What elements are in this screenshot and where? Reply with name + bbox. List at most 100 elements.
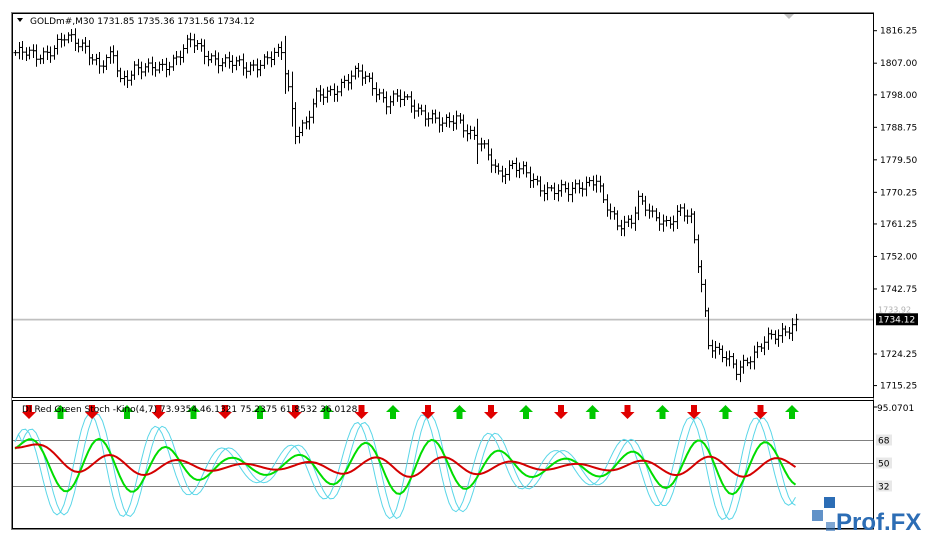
shift-end-marker-icon[interactable] [784,14,794,19]
price-tick-label: 1752.00 [880,252,917,262]
down-arrow-icon [421,405,435,419]
price-bar [146,58,151,73]
price-bar [664,215,669,227]
down-arrow-icon [620,405,635,419]
price-bar [314,87,319,108]
price-bar [244,62,249,79]
price-bar [426,112,431,127]
up-arrow-icon [120,405,134,419]
up-arrow-icon [53,405,68,419]
price-bar [279,41,284,60]
price-bar [209,53,214,63]
price-bar [167,61,172,76]
indicator-lines [14,413,797,521]
price-axis: 1816.25 1807.00 1798.00 1788.75 1779.50 1770.… [873,27,917,392]
price-bar [174,51,179,66]
price-bar [41,47,46,64]
up-arrow-icon [386,405,400,419]
price-bar [594,174,599,193]
price-bar [356,63,361,78]
price-bar [587,177,592,187]
current-price-label: 1734.12 [878,315,915,325]
up-arrow-icon [253,405,267,419]
price-bar [538,176,543,197]
price-tick-label: 1816.25 [880,27,917,37]
price-bar [727,350,732,367]
price-bar [552,182,557,201]
price-bar [55,34,60,55]
price-bar [97,52,102,74]
price-bar [307,110,312,130]
price-bar [62,34,67,47]
price-bar [398,89,403,108]
price-bar [34,44,39,67]
down-arrow-icon [151,405,166,419]
price-bar [734,359,739,381]
price-bar [272,47,277,66]
chart-border [11,12,874,530]
price-tick-label: 1724.25 [880,350,917,360]
price-bar [447,112,452,128]
price-tick-label: 1807.00 [880,59,917,69]
main-pane[interactable] [12,13,874,398]
price-bar [160,58,165,71]
price-tick-label: 1779.50 [880,156,917,166]
price-bar [265,51,270,65]
down-arrow-icon [218,405,232,419]
price-bar [440,117,445,133]
price-bar [90,53,95,65]
price-bar [531,173,536,188]
price-bar [111,45,116,64]
down-arrow-icon [554,405,568,419]
price-bar [776,329,781,347]
price-bar [363,71,368,84]
price-bar [489,148,494,173]
watermark-logo: Prof.FX [812,497,921,536]
indicator-label: DI Red Green Stoch -Kino(4,7) 73.9354 46… [22,405,358,415]
price-bar [692,211,697,244]
price-bar [349,70,354,90]
price-bar [629,214,634,229]
up-arrow-icon [452,405,467,419]
price-bar [573,179,578,194]
price-bar [580,182,585,197]
price-bar [384,91,389,115]
price-bar [125,70,130,88]
price-bar [475,118,480,165]
symbol-label: GOLDm#,M30 1731.85 1735.36 1731.56 1734.… [30,17,255,27]
price-bar [419,104,424,116]
down-arrow-icon [288,405,302,419]
price-bar [496,163,501,175]
up-arrow-icon [785,405,799,419]
price-bar [678,204,683,216]
price-bar [195,40,200,50]
price-bar [76,38,81,53]
price-bar [783,325,788,337]
indicator-pane[interactable] [12,400,874,529]
down-arrow-icon [753,405,768,419]
price-bar [671,215,676,232]
level-label: 32 [878,483,889,493]
price-bar [83,36,88,54]
price-bar [657,212,662,231]
price-bar [202,39,207,65]
price-bar [335,85,340,102]
up-arrow-icon [655,405,670,419]
price-bar [258,60,263,77]
price-bar [27,46,32,60]
price-bar [566,182,571,202]
price-bar [230,55,235,73]
stoch-main-line [14,413,796,521]
price-bar [720,345,725,363]
price-bar [685,209,690,224]
price-bar [237,55,242,67]
symbol-menu-icon[interactable] [17,18,23,22]
price-bar [503,167,508,184]
up-arrow-icon [519,405,533,419]
price-bar [251,59,256,72]
price-bar [545,182,550,201]
price-bar [615,210,620,231]
price-bar [622,215,627,237]
price-bar [370,72,375,96]
price-bar [181,44,186,63]
